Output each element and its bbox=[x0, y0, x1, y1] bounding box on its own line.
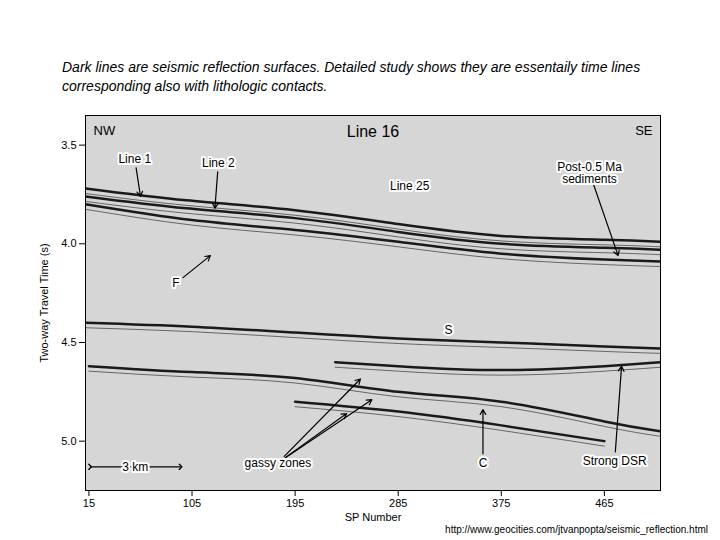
svg-text:4.0: 4.0 bbox=[61, 237, 76, 249]
svg-text:Line 25: Line 25 bbox=[390, 179, 430, 193]
svg-text:C: C bbox=[479, 456, 488, 470]
svg-text:Two-way Travel Time (s): Two-way Travel Time (s) bbox=[38, 243, 50, 362]
svg-text:NW: NW bbox=[94, 123, 116, 138]
svg-text:Strong DSR: Strong DSR bbox=[583, 454, 647, 468]
svg-text:5.0: 5.0 bbox=[61, 435, 76, 447]
svg-text:465: 465 bbox=[595, 497, 613, 509]
svg-text:Post-0.5 Masediments: Post-0.5 Masediments bbox=[557, 160, 622, 186]
svg-text:3 km: 3 km bbox=[122, 460, 148, 474]
svg-text:Line 1: Line 1 bbox=[118, 152, 151, 166]
svg-text:SE: SE bbox=[635, 123, 653, 138]
svg-text:375: 375 bbox=[492, 497, 510, 509]
svg-text:3.5: 3.5 bbox=[61, 139, 76, 151]
svg-text:F: F bbox=[172, 276, 179, 290]
svg-text:Line 16: Line 16 bbox=[347, 123, 400, 140]
svg-text:gassy zones: gassy zones bbox=[245, 456, 312, 470]
html-text:http://www.geocities.com/jtvan: http://www.geocities.com/jtvanpopta/seis… bbox=[445, 524, 708, 535]
svg-text:4.5: 4.5 bbox=[61, 336, 76, 348]
svg-text:S: S bbox=[445, 323, 453, 337]
svg-text:285: 285 bbox=[389, 497, 407, 509]
svg-text:15: 15 bbox=[83, 497, 95, 509]
svg-text:Line 2: Line 2 bbox=[202, 156, 235, 170]
svg-text:SP Number: SP Number bbox=[345, 511, 402, 523]
svg-text:195: 195 bbox=[286, 497, 304, 509]
html-text:Dark lines are seismic reflect: Dark lines are seismic reflection surfac… bbox=[62, 59, 641, 94]
svg-text:105: 105 bbox=[183, 497, 201, 509]
